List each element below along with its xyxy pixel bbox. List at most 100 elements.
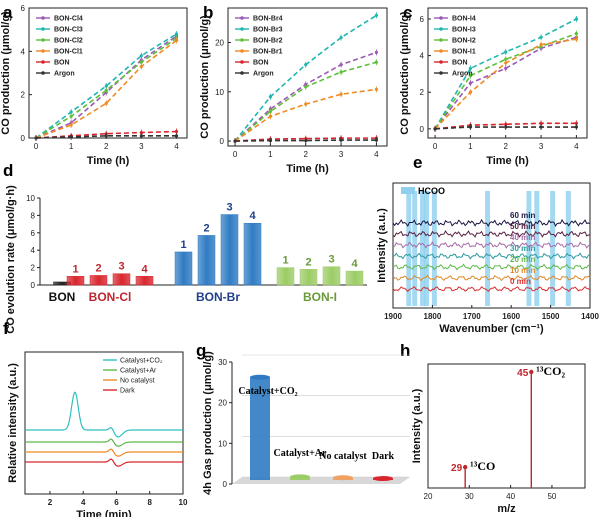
x-tick-label: 1 [268,150,273,159]
hcoo-band [420,191,426,306]
data-point [339,92,343,96]
spectrum-20 min [392,263,591,271]
legend-entry: BON-Cl2 [54,38,83,45]
x-tick-label: 50 [547,492,556,501]
hcoo-band [526,191,532,306]
data-point [139,54,143,58]
bar-BON-Cl1 [66,276,85,286]
series-line-BON-Cl3 [35,33,177,139]
panel-label-e: e [413,153,422,172]
spectrum-40 min [392,241,591,249]
data-point [139,60,143,64]
bar-label: 3 [226,202,232,214]
group-label-BON-Br: BON-Br [196,290,240,304]
data-point [69,110,73,114]
trace-Dark [25,458,183,467]
data-point [504,57,508,61]
legend-marker [439,27,443,31]
data-point [139,130,143,135]
x-axis-label: Time (h) [87,155,130,167]
data-point [34,136,38,140]
legend-marker [41,27,45,31]
data-point [174,129,179,134]
x-axis-label: Wavenumber (cm⁻¹) [439,323,544,335]
y-axis-label: Intensity (a.u.) [376,208,388,283]
hcoo-band [550,191,556,306]
x-tick-label: 3 [139,142,144,151]
x-tick-label: 1 [69,142,74,151]
data-point [268,95,272,99]
plot-frame [427,7,588,139]
legend-marker [240,71,244,75]
x-tick-label: 40 [506,492,515,501]
data-point [268,138,272,143]
x-tick-label: 0 [34,142,39,151]
series-label: 10 min [510,266,535,275]
data-point [574,121,579,125]
data-point [539,43,543,47]
bar-BON-Br1 [174,251,193,286]
data-point [174,134,179,138]
data-point [504,61,508,65]
x-tick-label: 4 [574,142,579,151]
series-label: 0 min [510,277,531,286]
x-tick-label: 2 [104,142,109,151]
peak-marker [462,464,468,470]
x-tick-label: 10 [179,498,188,507]
legend-entry: BON-Br3 [253,27,283,34]
group-label-BON: BON [49,290,76,304]
data-point [504,125,508,129]
data-point [374,50,378,54]
y-tick-label: 20 [215,39,224,48]
data-point [304,85,308,89]
bar-BON-Cl2 [89,275,108,286]
category-label: Catalyst+CO₂ [238,386,297,397]
legend-entry: BON [452,60,468,67]
y-tick-label: 4 [21,47,26,56]
legend-marker [439,16,443,20]
legend-entry: Catalyst+Ar [120,368,157,375]
series-label: 50 min [510,222,535,231]
series-label: 40 min [510,233,535,242]
x-tick-label: 1800 [424,312,442,321]
data-point [574,32,579,36]
x-tick-label: 2 [504,142,509,151]
x-axis-label: Time (h) [486,155,529,167]
data-point [468,90,472,94]
bar-label: 3 [328,254,334,266]
spectrum-10 min [392,274,591,282]
spectrum-50 min [392,229,591,238]
trace-Catalyst+Ar [25,438,183,447]
series-line-BON-Cl1 [35,39,177,139]
category-label: Catalyst+Ar [274,448,327,459]
bar-label: 1 [282,255,288,267]
bar-label: 2 [203,222,209,234]
x-tick-label: 2 [304,150,309,159]
legend-entry: Argon [452,71,473,78]
data-point [504,50,508,54]
group-label-BON-Cl: BON-Cl [89,290,132,304]
hcoo-band [412,191,418,306]
hcoo-band [431,191,437,306]
series-label: 30 min [510,244,535,253]
bar-label: 1 [180,239,186,251]
bar-BON-I3 [322,266,341,286]
x-tick-label: 1600 [502,312,520,321]
x-tick-label: 4 [81,498,86,507]
bar-label: 1 [72,263,78,275]
data-point [339,70,343,74]
y-axis-label: Intensity (a.u.) [411,388,423,463]
data-point [374,87,378,91]
panel-label-a: a [3,3,13,22]
y-tick-label: 0 [223,480,228,489]
y-axis-label: 4h Gas production (μmol/g) [202,351,214,495]
bar-BON-Br2 [197,235,216,286]
data-point [504,66,508,71]
data-point [304,63,308,67]
category-label: No catalyst [319,451,367,462]
y-tick-label: 6 [31,229,36,238]
x-tick-label: 4 [374,150,379,159]
y-tick-label: 0 [31,281,36,290]
data-point [268,109,272,114]
